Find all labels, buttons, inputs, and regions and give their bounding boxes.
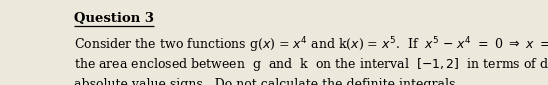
Text: absolute value signs.  Do not calculate the definite integrals.: absolute value signs. Do not calculate t… [73,78,459,85]
Text: Question 3: Question 3 [73,12,153,25]
Text: the area enclosed between  g  and  k  on the interval  $[-1, 2]$  in terms of de: the area enclosed between g and k on the… [73,56,548,73]
Text: Consider the two functions g($x$) = $x^4$ and k($x$) = $x^5$.  If  $x^5$ $-$ $x^: Consider the two functions g($x$) = $x^4… [73,35,548,55]
